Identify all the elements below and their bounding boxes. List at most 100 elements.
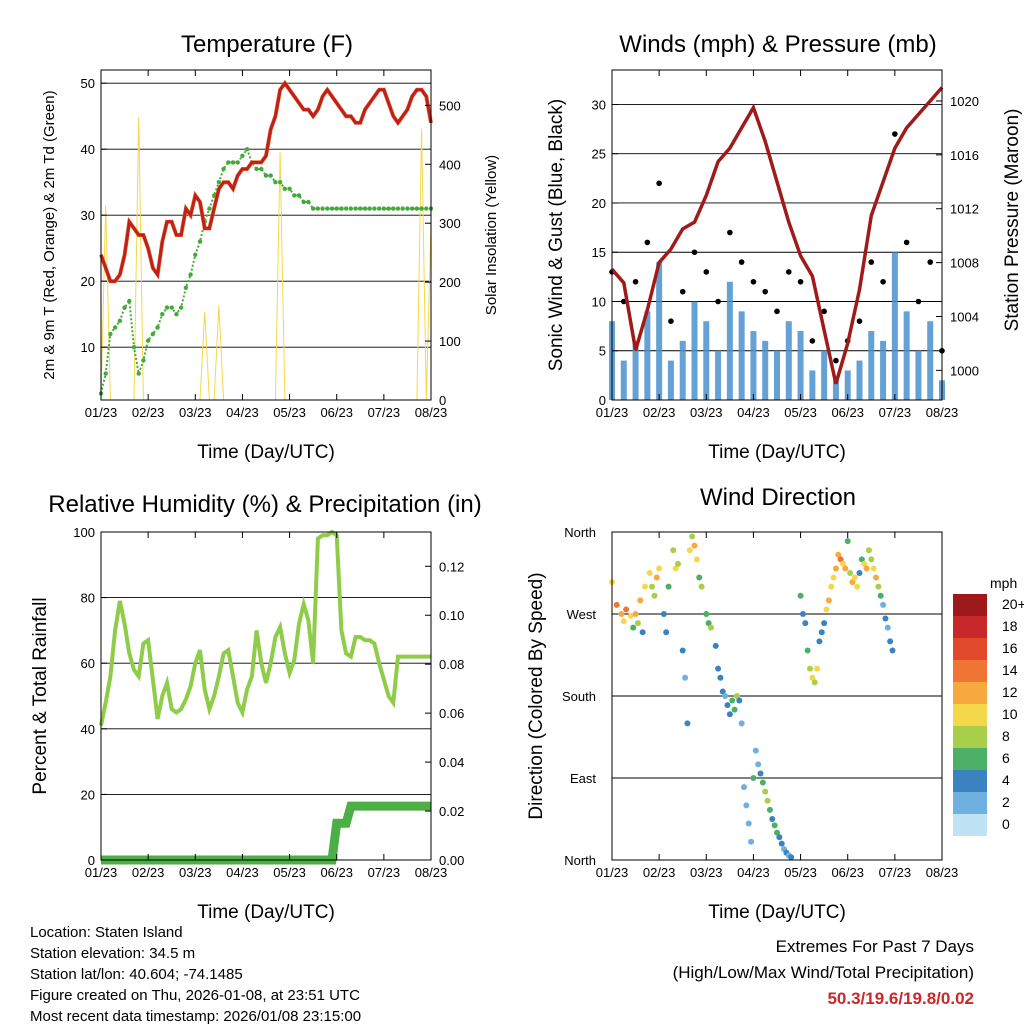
dewpoint-point: [391, 206, 396, 211]
wind-direction-point: [849, 579, 856, 586]
wind-direction-point: [877, 592, 884, 599]
x-tick-label: 01/23: [85, 865, 118, 880]
wind-direction-point: [665, 583, 672, 590]
sonic-wind-mark: [891, 252, 898, 400]
colorbar-swatch: [953, 682, 987, 704]
gust-point: [703, 269, 710, 275]
y2-tick-label: 0.06: [439, 706, 464, 721]
colorbar-swatch: [953, 660, 987, 682]
dewpoint-line: [100, 147, 431, 394]
colorbar-swatch: [953, 770, 987, 792]
dewpoint-point: [358, 206, 363, 211]
pressure-line: [610, 86, 944, 385]
y-tick-label: 40: [81, 722, 95, 737]
colorbar-swatch: [953, 616, 987, 638]
colorbar-swatch: [953, 748, 987, 770]
sonic-wind-mark: [644, 311, 651, 400]
wind-direction-point: [842, 565, 849, 572]
x-tick-label: 06/23: [320, 405, 353, 420]
temperature-ticks: 01/23 02/23 03/23 04/23 05/23 06/23 07/23 08/23…: [81, 70, 461, 420]
dewpoint-point: [339, 206, 344, 211]
colorbar-swatch: [953, 594, 987, 616]
humidity-panel: Relative Humidity (%) & Precipitation (i…: [30, 491, 482, 923]
wind-direction-point: [764, 797, 771, 804]
y2-tick-label: 0: [439, 393, 446, 408]
wind-direction-gridlines: [612, 613, 942, 779]
wind-direction-point: [623, 606, 630, 613]
wind-direction-point: [835, 551, 842, 558]
y-tick-label: 100: [73, 525, 95, 540]
gust-point: [797, 278, 804, 285]
sonic-wind-mark: [667, 360, 674, 400]
wind-direction-point: [821, 620, 828, 627]
sonic-wind-mark: [880, 340, 887, 400]
wind-direction-point: [809, 674, 816, 681]
x-tick-label: 02/23: [643, 405, 676, 420]
colorbar-tick-label: 16: [1002, 640, 1018, 656]
extremes-box: Extremes For Past 7 Days (High/Low/Max W…: [673, 934, 974, 1012]
y-tick-label: 30: [592, 97, 606, 112]
wind-direction-point: [828, 583, 835, 590]
y2-tick-label: 0.00: [439, 853, 464, 868]
colorbar-tick-label: 0: [1002, 816, 1010, 832]
wind-direction-point: [802, 620, 809, 627]
wind-direction-point: [771, 822, 778, 829]
sonic-wind-mark: [620, 360, 627, 400]
wind-direction-point: [755, 761, 762, 768]
x-tick-label: 04/23: [737, 865, 770, 880]
sonic-wind-mark: [656, 262, 663, 400]
y2-tick-label: 0.04: [439, 755, 464, 770]
wind-direction-point: [651, 592, 658, 599]
wind-direction-point: [847, 570, 854, 576]
y-tick-label: 10: [81, 340, 95, 355]
wind-direction-point: [679, 647, 686, 654]
winds-title: Winds (mph) & Pressure (mb): [619, 31, 936, 58]
x-tick-label: 07/23: [368, 405, 401, 420]
colorbar-swatch: [953, 726, 987, 748]
wind-direction-point: [887, 638, 894, 645]
wind-direction-point: [814, 665, 821, 672]
temp-9m-line: [99, 79, 433, 284]
wind-direction-point: [778, 840, 785, 847]
wind-direction-point: [736, 697, 743, 704]
sonic-wind-mark: [750, 331, 757, 400]
temperature-marks: [98, 79, 434, 401]
y-tick-label: 30: [81, 208, 95, 223]
wind-direction-point: [715, 665, 722, 672]
x-tick-label: 05/23: [784, 405, 817, 420]
wind-direction-point: [818, 629, 825, 636]
y-tick-label: 20: [81, 274, 95, 289]
x-tick-label: 01/23: [596, 865, 629, 880]
y-tick-label: 25: [592, 147, 606, 162]
x-tick-label: 01/23: [596, 405, 629, 420]
wind-direction-point: [840, 560, 846, 567]
wind-direction-point: [830, 574, 837, 581]
wind-direction-point: [717, 674, 724, 681]
gust-point: [915, 298, 922, 305]
y-tick-label: 5: [599, 344, 606, 359]
wind-direction-point: [618, 611, 625, 617]
wind-direction-point: [634, 620, 641, 627]
wind-direction-point: [719, 688, 726, 695]
wind-direction-point: [703, 611, 710, 617]
wind-direction-point: [696, 574, 703, 581]
x-tick-label: 03/23: [690, 865, 723, 880]
y-tick-label: 10: [592, 294, 606, 309]
colorbar-swatch: [953, 704, 987, 726]
gust-point: [833, 357, 839, 364]
wind-direction-point: [729, 697, 736, 704]
extremes-subtitle: (High/Low/Max Wind/Total Precipitation): [672, 963, 974, 982]
colorbar-tick-label: 2: [1002, 794, 1010, 810]
x-tick-label: 05/23: [784, 865, 817, 880]
wind-direction-point: [642, 583, 648, 590]
x-tick-label: 02/23: [643, 865, 676, 880]
y-tick-label: 20: [592, 196, 606, 211]
humidity-y-axis-label: Percent & Total Rainfall: [30, 597, 51, 794]
gust-point: [727, 229, 733, 236]
x-tick-label: 03/23: [179, 405, 212, 420]
wind-direction-point: [807, 665, 813, 672]
winds-ticks: 01/23 02/23 03/23 04/23 05/23 06/23 07/23 08/23…: [592, 70, 979, 420]
sonic-wind-mark: [632, 340, 639, 400]
wind-direction-point: [752, 747, 759, 754]
wind-direction-point: [823, 606, 830, 613]
